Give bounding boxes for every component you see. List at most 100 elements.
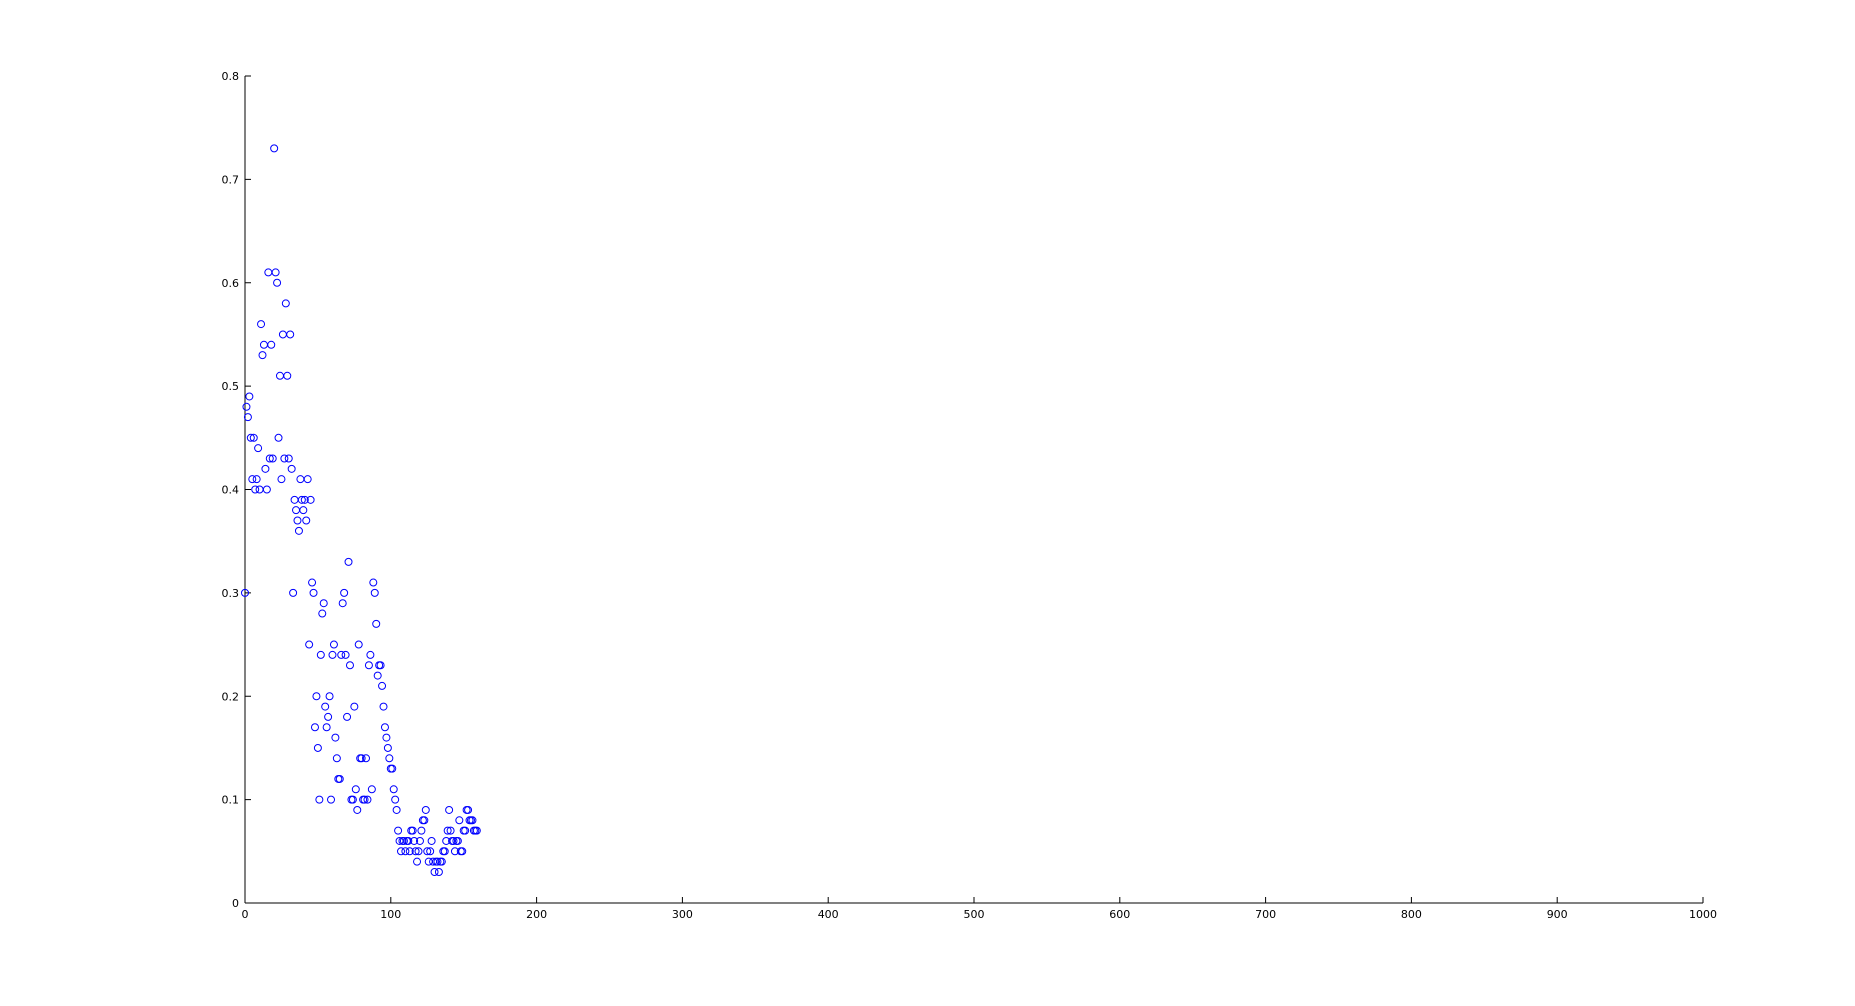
data-point: [242, 402, 251, 411]
data-point: [417, 826, 426, 835]
data-point: [380, 723, 389, 732]
data-point: [394, 826, 403, 835]
data-point: [261, 464, 270, 473]
data-point: [458, 847, 467, 856]
data-point: [329, 640, 338, 649]
data-point: [440, 847, 449, 856]
data-point: [265, 454, 274, 463]
y-tick-label: 0.7: [222, 173, 240, 186]
x-tick-label: 200: [526, 908, 547, 921]
data-point: [321, 702, 330, 711]
data-point: [363, 795, 372, 804]
data-point: [275, 371, 284, 380]
data-point: [382, 733, 391, 742]
data-point: [243, 413, 252, 422]
data-point: [289, 588, 298, 597]
data-point: [297, 495, 306, 504]
data-point: [373, 671, 382, 680]
data-point: [268, 454, 277, 463]
data-point: [296, 475, 305, 484]
data-point: [252, 475, 261, 484]
data-point: [325, 692, 334, 701]
data-point: [286, 330, 295, 339]
data-point: [327, 795, 336, 804]
data-point: [385, 754, 394, 763]
data-point: [292, 506, 301, 515]
data-point: [353, 805, 362, 814]
data-point: [294, 526, 303, 535]
data-point: [241, 588, 249, 597]
data-point: [410, 836, 419, 845]
data-point: [302, 516, 311, 525]
data-point: [391, 795, 400, 804]
data-point: [455, 816, 464, 825]
data-point: [367, 785, 376, 794]
data-point: [318, 609, 327, 618]
data-point: [376, 661, 385, 670]
data-point: [408, 826, 417, 835]
data-point: [388, 764, 397, 773]
y-tick-label: 0.4: [222, 484, 240, 497]
data-point: [278, 330, 287, 339]
data-point: [427, 836, 436, 845]
x-tick-label: 100: [380, 908, 401, 921]
data-point: [328, 650, 337, 659]
data-point: [426, 847, 435, 856]
data-point: [299, 506, 308, 515]
data-point: [267, 340, 276, 349]
data-point: [369, 578, 378, 587]
data-point: [319, 599, 328, 608]
data-point: [245, 392, 254, 401]
x-tick-label: 1000: [1689, 908, 1717, 921]
y-axis-ticks: 0 0.1 0.2 0.3 0.4 0.5 0.6 0.7 0.8: [222, 70, 251, 910]
x-tick-label: 0: [242, 908, 249, 921]
data-point: [258, 351, 267, 360]
data-point: [322, 723, 331, 732]
data-point: [287, 464, 296, 473]
data-point: [445, 805, 454, 814]
data-point: [379, 702, 388, 711]
data-point: [468, 816, 477, 825]
data-point: [308, 578, 317, 587]
data-point: [443, 826, 452, 835]
data-point: [332, 754, 341, 763]
data-point: [351, 785, 360, 794]
data-point: [357, 754, 366, 763]
data-point: [433, 857, 442, 866]
data-point: [370, 588, 379, 597]
data-point: [350, 702, 359, 711]
x-tick-label: 300: [672, 908, 693, 921]
data-point: [248, 475, 257, 484]
data-points: [241, 144, 481, 876]
data-point: [378, 681, 387, 690]
data-point: [421, 805, 430, 814]
y-tick-label: 0.6: [222, 277, 240, 290]
x-axis-ticks: 0 100 200 300 400 500 600 700 800 900 1000: [242, 897, 1717, 921]
y-tick-label: 0.2: [222, 690, 240, 703]
axes: [244, 76, 1703, 904]
x-tick-label: 500: [964, 908, 985, 921]
data-point: [277, 475, 286, 484]
data-point: [461, 826, 470, 835]
data-point: [284, 454, 293, 463]
data-point: [271, 268, 280, 277]
data-point: [306, 495, 315, 504]
data-point: [310, 723, 319, 732]
data-point: [251, 485, 260, 494]
data-point: [430, 867, 439, 876]
data-point: [313, 743, 322, 752]
data-point: [343, 712, 352, 721]
data-point: [344, 557, 353, 566]
y-tick-label: 0: [232, 897, 239, 910]
data-point: [273, 278, 282, 287]
data-point: [437, 857, 446, 866]
x-tick-label: 600: [1109, 908, 1130, 921]
data-point: [324, 712, 333, 721]
data-point: [281, 299, 290, 308]
x-tick-label: 700: [1255, 908, 1276, 921]
data-point: [316, 650, 325, 659]
data-point: [312, 692, 321, 701]
x-tick-label: 900: [1547, 908, 1568, 921]
